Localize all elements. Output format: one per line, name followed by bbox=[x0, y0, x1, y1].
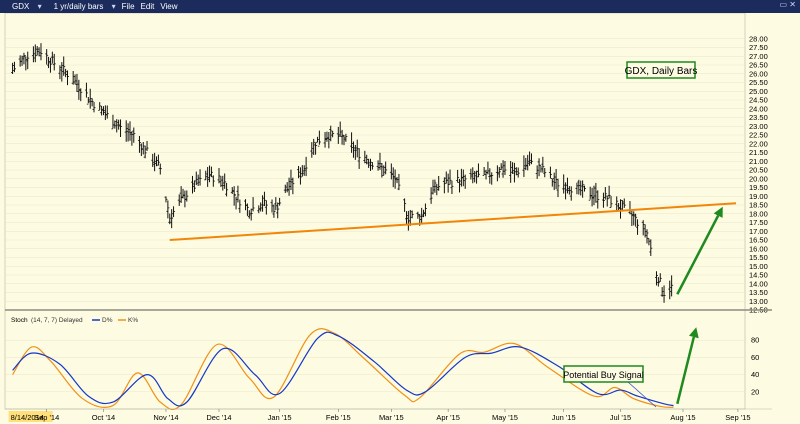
price-tick-label: 18.50 bbox=[749, 201, 768, 210]
chart-area: 28.0027.5027.0026.5026.0025.5025.0024.50… bbox=[0, 13, 800, 424]
price-tick-label: 15.50 bbox=[749, 253, 768, 262]
price-tick-label: 16.00 bbox=[749, 244, 768, 253]
indicator-params: (14, 7, 7) Delayed bbox=[31, 317, 83, 324]
price-tick-label: 23.00 bbox=[749, 122, 768, 131]
stoch-k-line bbox=[12, 328, 674, 411]
price-tick-label: 13.50 bbox=[749, 288, 768, 297]
price-tick-label: 22.50 bbox=[749, 131, 768, 140]
x-tick-label: Jun '15 bbox=[552, 413, 576, 422]
x-tick-label: May '15 bbox=[492, 413, 518, 422]
price-tick-label: 17.00 bbox=[749, 227, 768, 236]
price-tick-label: 19.50 bbox=[749, 183, 768, 192]
x-tick-label: Jul '15 bbox=[610, 413, 631, 422]
x-tick-label: Mar '15 bbox=[379, 413, 404, 422]
period-dropdown[interactable]: 1 yr/daily bars ▾ bbox=[53, 2, 116, 11]
x-tick-label: Jan '15 bbox=[268, 413, 292, 422]
price-tick-label: 28.00 bbox=[749, 34, 768, 43]
stochastic-tick-label: 40 bbox=[751, 370, 759, 379]
price-tick-label: 27.00 bbox=[749, 52, 768, 61]
price-bars bbox=[11, 43, 674, 303]
price-up-arrow bbox=[676, 215, 720, 295]
x-tick-label: Sep '14 bbox=[34, 413, 59, 422]
price-y-axis: 28.0027.5027.0026.5026.0025.5025.0024.50… bbox=[749, 34, 768, 314]
legend-d: D% bbox=[102, 317, 113, 324]
x-tick-label: Feb '15 bbox=[326, 413, 351, 422]
chart-title-box bbox=[626, 61, 696, 79]
price-tick-label: 13.00 bbox=[749, 297, 768, 306]
support-trendline bbox=[169, 202, 737, 241]
start-date-highlight bbox=[8, 411, 53, 422]
x-tick-label: Apr '15 bbox=[436, 413, 460, 422]
price-tick-label: 27.50 bbox=[749, 43, 768, 52]
price-tick-label: 21.00 bbox=[749, 157, 768, 166]
price-tick-label: 19.00 bbox=[749, 192, 768, 201]
price-tick-label: 26.50 bbox=[749, 61, 768, 70]
x-tick-label: Oct '14 bbox=[92, 413, 116, 422]
stochastic-tick-label: 20 bbox=[751, 387, 759, 396]
window-controls[interactable]: ▭ ✕ bbox=[779, 0, 796, 9]
stoch-d-line bbox=[12, 331, 674, 407]
price-up-arrow-head bbox=[713, 206, 723, 218]
price-tick-label: 25.00 bbox=[749, 87, 768, 96]
buy-signal-label: Potential Buy Signal bbox=[563, 370, 644, 380]
x-tick-label: Dec '14 bbox=[206, 413, 231, 422]
menu-edit[interactable]: Edit bbox=[140, 2, 155, 11]
price-tick-label: 18.00 bbox=[749, 209, 768, 218]
buy-signal-box bbox=[563, 365, 644, 383]
price-tick-label: 14.00 bbox=[749, 279, 768, 288]
toolbar: GDX ▾ 1 yr/daily bars ▾ File Edit View ▭… bbox=[0, 0, 800, 13]
price-tick-label: 17.50 bbox=[749, 218, 768, 227]
price-tick-label: 24.00 bbox=[749, 104, 768, 113]
price-tick-label: 20.00 bbox=[749, 174, 768, 183]
indicator-name: Stoch bbox=[11, 317, 28, 324]
price-tick-label: 15.00 bbox=[749, 262, 768, 271]
menu-view[interactable]: View bbox=[160, 2, 178, 11]
price-tick-label: 22.00 bbox=[749, 139, 768, 148]
stochastic-up-arrow bbox=[676, 336, 696, 405]
price-tick-label: 21.50 bbox=[749, 148, 768, 157]
price-tick-label: 23.50 bbox=[749, 113, 768, 122]
symbol-dropdown[interactable]: GDX ▾ bbox=[12, 2, 42, 11]
x-tick-label: Aug '15 bbox=[670, 413, 695, 422]
price-panel: 28.0027.5027.0026.5026.0025.5025.0024.50… bbox=[4, 13, 768, 315]
stochastic-up-arrow-head bbox=[688, 327, 699, 339]
legend-k: K% bbox=[128, 317, 138, 324]
price-tick-label: 16.50 bbox=[749, 236, 768, 245]
price-tick-label: 20.50 bbox=[749, 166, 768, 175]
x-tick-label: Sep '15 bbox=[725, 413, 750, 422]
stochastic-tick-label: 60 bbox=[751, 353, 759, 362]
menu-file[interactable]: File bbox=[121, 2, 135, 11]
stochastic-y-axis: 80 60 40 20 bbox=[751, 336, 759, 397]
price-tick-label: 26.00 bbox=[749, 69, 768, 78]
price-tick-label: 25.50 bbox=[749, 78, 768, 87]
x-tick-label: Nov '14 bbox=[153, 413, 178, 422]
price-tick-label: 24.50 bbox=[749, 96, 768, 105]
x-tick-label: 8/14/2014 bbox=[11, 413, 44, 422]
price-tick-label: 14.50 bbox=[749, 271, 768, 280]
stochastic-tick-label: 80 bbox=[751, 336, 759, 345]
chart-title: GDX, Daily Bars bbox=[625, 66, 698, 77]
